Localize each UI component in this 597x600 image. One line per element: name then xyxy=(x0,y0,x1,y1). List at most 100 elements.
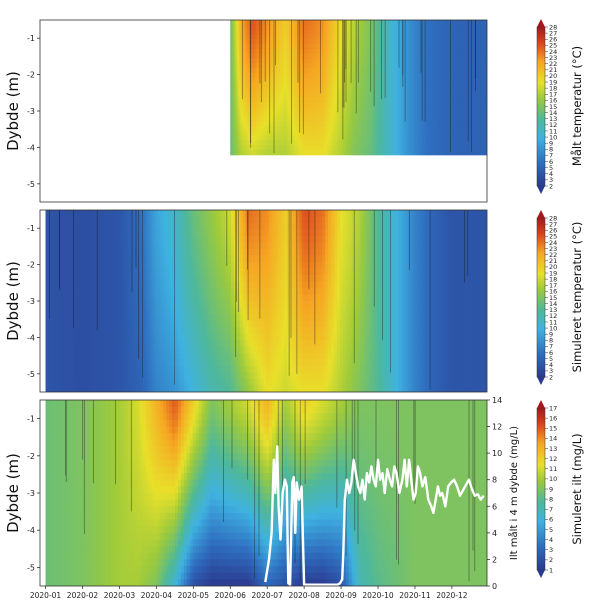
heatmap-cell xyxy=(238,92,242,98)
heatmap-cell xyxy=(310,116,314,122)
heatmap-cell xyxy=(421,92,425,98)
heatmap-cell xyxy=(469,101,473,108)
heatmap-cell xyxy=(48,366,53,374)
heatmap-cell xyxy=(396,101,399,108)
heatmap-cell xyxy=(452,125,456,132)
heatmap-cell xyxy=(403,140,406,146)
heatmap-cell xyxy=(351,29,355,36)
heatmap-cell xyxy=(320,145,324,151)
heatmap-cell xyxy=(250,111,254,117)
heatmap-cell xyxy=(259,20,262,26)
heatmap-cell xyxy=(463,125,466,132)
heatmap-cell xyxy=(285,29,288,36)
heatmap-cell xyxy=(382,130,385,137)
heatmap-cell xyxy=(92,229,97,237)
heatmap-cell xyxy=(80,229,85,237)
heatmap-cell xyxy=(368,39,372,45)
heatmap-cell xyxy=(466,48,469,55)
heatmap-cell xyxy=(437,106,440,112)
heatmap-cell xyxy=(77,340,82,348)
heatmap-cell xyxy=(365,125,368,132)
heatmap-cell xyxy=(397,106,401,112)
heatmap-cell xyxy=(483,121,486,127)
heatmap-cell xyxy=(415,58,418,64)
heatmap-cell xyxy=(350,111,353,117)
heatmap-cell xyxy=(238,39,242,45)
heatmap-cell xyxy=(397,149,401,156)
heatmap-cell xyxy=(237,125,240,132)
heatmap-cell xyxy=(445,92,449,98)
heatmap-cell xyxy=(420,92,423,98)
heatmap-cell xyxy=(60,255,64,263)
heatmap-cell xyxy=(305,39,308,45)
heatmap-cell xyxy=(89,359,94,367)
heatmap-cell xyxy=(471,44,474,50)
heatmap-cell xyxy=(317,48,320,55)
heatmap-cell xyxy=(351,116,355,122)
heatmap-cell xyxy=(113,268,117,276)
heatmap-cell xyxy=(334,44,337,50)
heatmap-cell xyxy=(51,359,55,367)
heatmap-cell xyxy=(95,327,100,335)
heatmap-cell xyxy=(237,68,240,74)
heatmap-cell xyxy=(416,130,420,137)
heatmap-cell xyxy=(329,116,332,122)
heatmap-cell xyxy=(89,372,94,380)
heatmap-cell xyxy=(430,116,433,122)
heatmap-cell xyxy=(471,24,474,31)
heatmap-cell xyxy=(452,63,456,69)
heatmap-cell xyxy=(69,333,73,341)
heatmap-cell xyxy=(409,125,413,132)
heatmap-cell xyxy=(101,210,105,218)
heatmap-cell xyxy=(266,68,269,74)
heatmap-cell xyxy=(430,77,433,84)
heatmap-cell xyxy=(368,111,372,117)
heatmap-cell xyxy=(101,346,105,354)
heatmap-cell xyxy=(286,111,290,117)
heatmap-cell xyxy=(435,44,438,50)
heatmap-cell xyxy=(101,385,105,392)
heatmap-cell xyxy=(116,255,120,263)
heatmap-cell xyxy=(356,121,360,127)
heatmap-cell xyxy=(411,39,414,45)
heatmap-cell xyxy=(255,106,259,112)
heatmap-cell xyxy=(107,294,111,302)
heatmap-cell xyxy=(459,96,462,103)
heatmap-cell xyxy=(368,72,372,79)
heatmap-cell xyxy=(415,72,418,79)
heatmap-cell xyxy=(362,20,365,26)
heatmap-cell xyxy=(473,149,476,156)
heatmap-cell xyxy=(300,135,303,141)
heatmap-cell xyxy=(355,145,358,151)
heatmap-cell xyxy=(480,29,483,36)
heatmap-cell xyxy=(461,135,464,141)
heatmap-cell xyxy=(367,29,370,36)
heatmap-cell xyxy=(314,116,317,122)
heatmap-cell xyxy=(379,58,382,64)
heatmap-cell xyxy=(348,82,351,88)
heatmap-cell xyxy=(351,145,355,151)
heatmap-cell xyxy=(350,92,353,98)
heatmap-cell xyxy=(54,268,58,276)
heatmap-cell xyxy=(237,34,240,40)
heatmap-cell xyxy=(375,101,379,108)
heatmap-cell xyxy=(469,130,473,137)
heatmap-cell xyxy=(247,145,250,151)
heatmap-cell xyxy=(66,340,70,348)
heatmap-cell xyxy=(473,145,476,151)
heatmap-cell xyxy=(317,92,320,98)
heatmap-cell xyxy=(281,77,284,84)
heatmap-cell xyxy=(435,125,438,132)
heatmap-cell xyxy=(271,24,274,31)
heatmap-cell xyxy=(468,149,471,156)
heatmap-cell xyxy=(360,145,363,151)
heatmap-cell xyxy=(324,96,327,103)
heatmap-cell xyxy=(310,24,314,31)
heatmap-cell xyxy=(416,34,420,40)
heatmap-cell xyxy=(242,125,245,132)
heatmap-cell xyxy=(279,39,283,45)
heatmap-cell xyxy=(461,149,464,156)
heatmap-cell xyxy=(45,242,50,250)
heatmap-cell xyxy=(397,116,401,122)
heatmap-cell xyxy=(478,140,481,146)
